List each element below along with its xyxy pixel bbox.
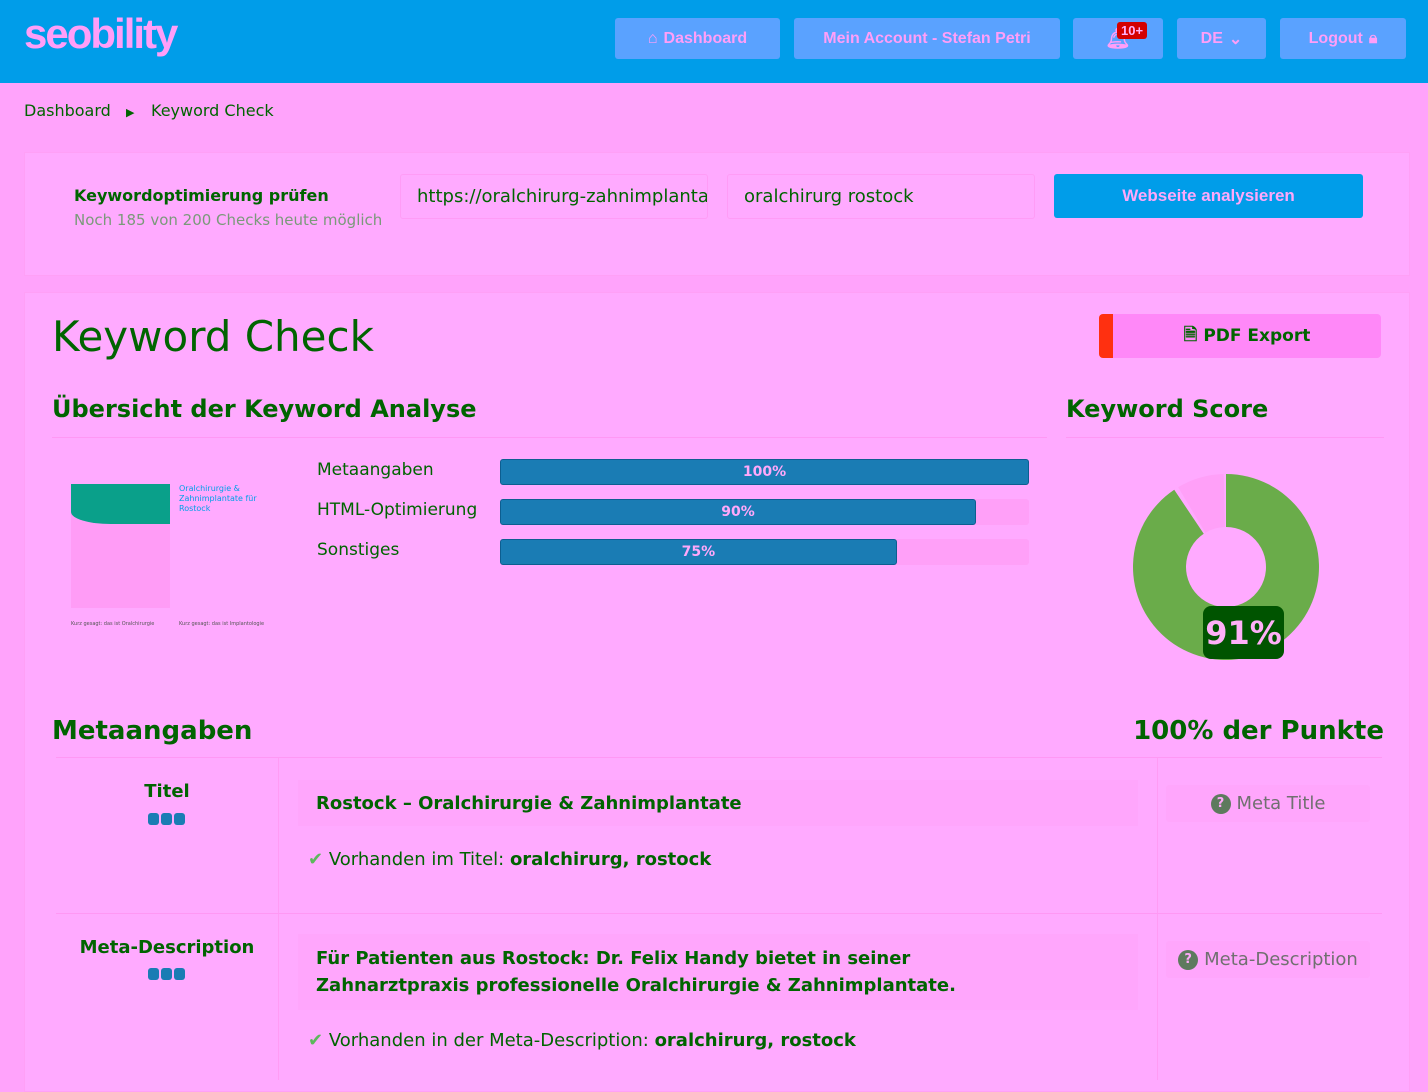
rating-dots [148, 968, 185, 980]
check-text: Vorhanden im Titel: [328, 849, 510, 870]
bar-label-html: HTML-Optimierung [317, 500, 478, 520]
progress-bar-metaangaben: 100% [500, 459, 1029, 485]
url-input[interactable]: https://oralchirurg-zahnimplantat [400, 174, 708, 219]
file-export-icon: 🗎 [1183, 324, 1198, 345]
nav-dashboard-button[interactable]: ⌂ Dashboard [615, 18, 780, 59]
meta-title-help-button[interactable]: ? Meta Title [1166, 785, 1370, 822]
meta-points: 100% der Punkte [1133, 716, 1384, 746]
pdf-export-button[interactable]: 🗎 PDF Export [1099, 314, 1381, 358]
website-thumbnail: Oralchirurgie & Zahnimplantate für Rosto… [70, 462, 290, 632]
question-icon: ? [1178, 949, 1199, 970]
notification-badge: 10+ [1117, 22, 1148, 39]
meta-description-help-button[interactable]: ? Meta-Description [1166, 941, 1370, 978]
language-dropdown[interactable]: DE ⌄ [1177, 18, 1266, 59]
help-label: Meta Title [1236, 793, 1326, 814]
check-keywords: oralchirurg, rostock [654, 1030, 856, 1051]
progress-fill: 75% [500, 539, 897, 565]
progress-bar-sonstiges: 75% [500, 539, 1029, 565]
chevron-down-icon: ⌄ [1228, 30, 1243, 48]
score-title: Keyword Score [1066, 395, 1269, 423]
divider [56, 757, 1382, 758]
column-divider [278, 758, 279, 1080]
bar-label-sonstiges: Sonstiges [317, 540, 400, 560]
notifications-button[interactable]: 🔔︎ 10+ [1073, 18, 1163, 59]
row-label-titel: Titel [144, 781, 190, 802]
seobility-logo[interactable]: seobility [24, 10, 178, 57]
nav-account-button[interactable]: Mein Account - Stefan Petri [794, 18, 1060, 59]
thumbnail-heading: Oralchirurgie & Zahnimplantate für Rosto… [179, 484, 257, 513]
title-value: Rostock – Oralchirurgie & Zahnimplantate [298, 780, 1138, 826]
title-check: ✔ Vorhanden im Titel: oralchirurg, rosto… [308, 849, 711, 870]
check-form-subtitle: Noch 185 von 200 Checks heute möglich [74, 211, 383, 229]
meta-description-value: Für Patienten aus Rostock: Dr. Felix Han… [298, 934, 1138, 1010]
divider [56, 913, 1382, 914]
bar-label-metaangaben: Metaangaben [317, 460, 434, 480]
row-label-meta-description: Meta-Description [79, 937, 255, 958]
question-icon: ? [1210, 793, 1231, 814]
checkmark-icon: ✔ [308, 1030, 324, 1051]
home-icon: ⌂ [647, 29, 658, 47]
overview-title: Übersicht der Keyword Analyse [52, 395, 477, 423]
keyword-input[interactable]: oralchirurg rostock [727, 174, 1035, 219]
thumbnail-caption: Kurz gesagt: das ist Implantologie [179, 621, 265, 627]
thumbnail-caption: Kurz gesagt: das ist Oralchirurgie [71, 621, 155, 627]
column-divider [1157, 758, 1158, 1080]
score-value: 91% [1203, 606, 1284, 659]
language-label: DE [1200, 29, 1223, 47]
progress-bar-html: 90% [500, 499, 1029, 525]
check-form-title: Keywordoptimierung prüfen [74, 186, 329, 205]
progress-fill: 90% [500, 499, 977, 525]
lock-icon: 🔒︎ [1368, 29, 1378, 47]
breadcrumb-current: Keyword Check [151, 101, 274, 120]
divider [52, 437, 1047, 438]
page-title: Keyword Check [52, 312, 374, 361]
pdf-export-label: PDF Export [1203, 326, 1311, 346]
progress-fill: 100% [500, 459, 1029, 485]
check-text: Vorhanden in der Meta-Description: [328, 1030, 655, 1051]
donut-remaining-segment [1178, 474, 1226, 533]
rating-dots [148, 813, 185, 825]
meta-description-check: ✔ Vorhanden in der Meta-Description: ora… [308, 1030, 856, 1051]
logout-button[interactable]: Logout 🔒︎ [1280, 18, 1406, 59]
nav-account-label: Mein Account - Stefan Petri [823, 29, 1031, 47]
checkmark-icon: ✔ [308, 849, 324, 870]
top-header: seobility ⌂ Dashboard Mein Account - Stef… [0, 0, 1428, 83]
breadcrumb-separator-icon: ▶ [126, 106, 135, 119]
nav-dashboard-label: Dashboard [663, 29, 748, 47]
thumbnail-map [71, 484, 170, 608]
help-label: Meta-Description [1204, 949, 1358, 970]
meta-section-title: Metaangaben [52, 716, 253, 746]
divider [1066, 437, 1384, 438]
breadcrumb-dashboard[interactable]: Dashboard [24, 101, 111, 120]
analyse-website-button[interactable]: Webseite analysieren [1054, 174, 1363, 218]
check-keywords: oralchirurg, rostock [509, 849, 712, 870]
logout-label: Logout [1308, 29, 1363, 47]
